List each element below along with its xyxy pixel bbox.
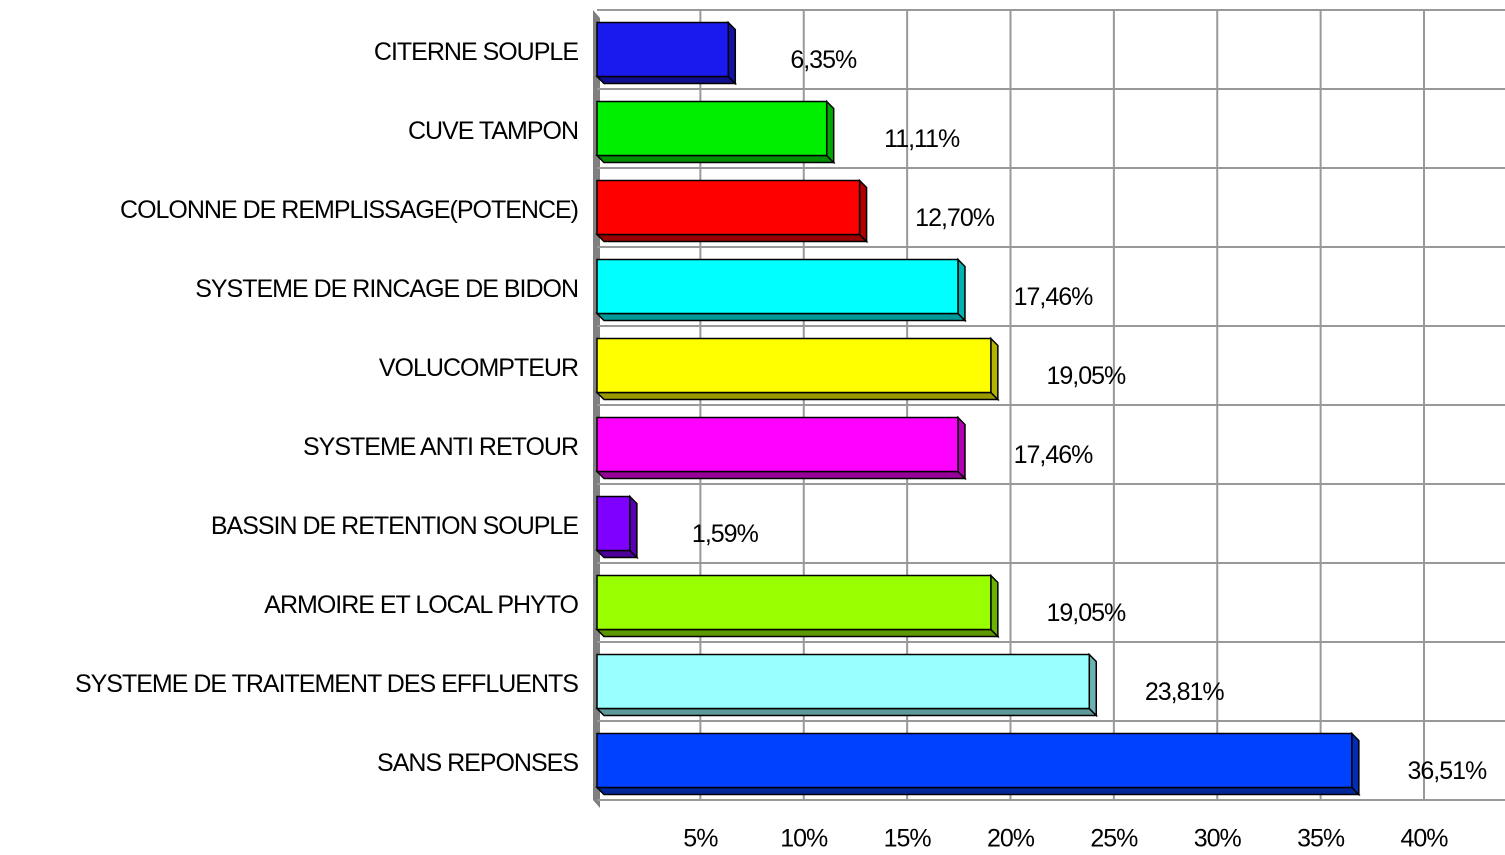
bar-side (990, 336, 999, 402)
y-tick-label: CITERNE SOUPLE (374, 38, 578, 66)
y-tick-label: COLONNE DE REMPLISSAGE(POTENCE) (120, 196, 578, 224)
bar (596, 100, 828, 157)
bar-side (1088, 652, 1098, 718)
bar-side (825, 99, 835, 165)
bar-side (727, 20, 737, 86)
bar-bottom (595, 786, 1361, 796)
y-tick-label: SYSTEME ANTI RETOUR (303, 433, 578, 461)
bar-side (629, 494, 638, 560)
y-tick-label: CUVE TAMPON (408, 117, 578, 145)
bar-bottom (595, 154, 836, 164)
bar (596, 732, 1353, 789)
value-label: 17,46% (1014, 441, 1094, 469)
x-tick-label: 35% (1297, 825, 1345, 853)
bar (596, 416, 959, 473)
x-tick-label: 25% (1090, 825, 1138, 853)
bar (596, 653, 1091, 710)
bar-bottom (595, 233, 869, 243)
x-tick-label: 40% (1400, 825, 1448, 853)
y-tick-label: SANS REPONSES (377, 749, 578, 777)
y-tick-label: ARMOIRE ET LOCAL PHYTO (264, 591, 578, 619)
bar-side (990, 573, 999, 639)
value-label: 12,70% (915, 204, 995, 232)
value-label: 19,05% (1046, 599, 1126, 627)
bar (596, 21, 730, 78)
value-label: 17,46% (1014, 283, 1094, 311)
value-label: 6,35% (790, 46, 857, 74)
value-label: 1,59% (692, 520, 759, 548)
x-tick-label: 20% (987, 825, 1035, 853)
bar (596, 495, 631, 552)
y-tick-label: SYSTEME DE TRAITEMENT DES EFFLUENTS (75, 670, 578, 698)
bar-side (858, 178, 868, 244)
y-tick-label: VOLUCOMPTEUR (379, 354, 578, 382)
value-label: 11,11% (884, 125, 960, 153)
bar-side (957, 257, 966, 323)
x-tick-label: 15% (884, 825, 932, 853)
value-label: 19,05% (1046, 362, 1126, 390)
bar-bottom (595, 391, 1000, 401)
bar-bottom (595, 470, 967, 480)
value-label: 36,51% (1407, 757, 1487, 785)
bar-bottom (595, 312, 967, 322)
bar-bottom (595, 628, 1000, 638)
y-tick-label: SYSTEME DE RINCAGE DE BIDON (195, 275, 578, 303)
bar-bottom (595, 75, 738, 85)
bar (596, 337, 992, 394)
value-label: 23,81% (1145, 678, 1225, 706)
bar (596, 179, 861, 236)
bar-side (957, 415, 966, 481)
bar-side (1351, 731, 1360, 797)
y-tick-label: BASSIN DE RETENTION SOUPLE (211, 512, 578, 540)
bar-bottom (595, 707, 1099, 717)
bar (596, 574, 992, 631)
x-tick-label: 30% (1194, 825, 1242, 853)
x-tick-label: 5% (683, 825, 718, 853)
x-tick-label: 10% (780, 825, 828, 853)
bar (596, 258, 959, 315)
